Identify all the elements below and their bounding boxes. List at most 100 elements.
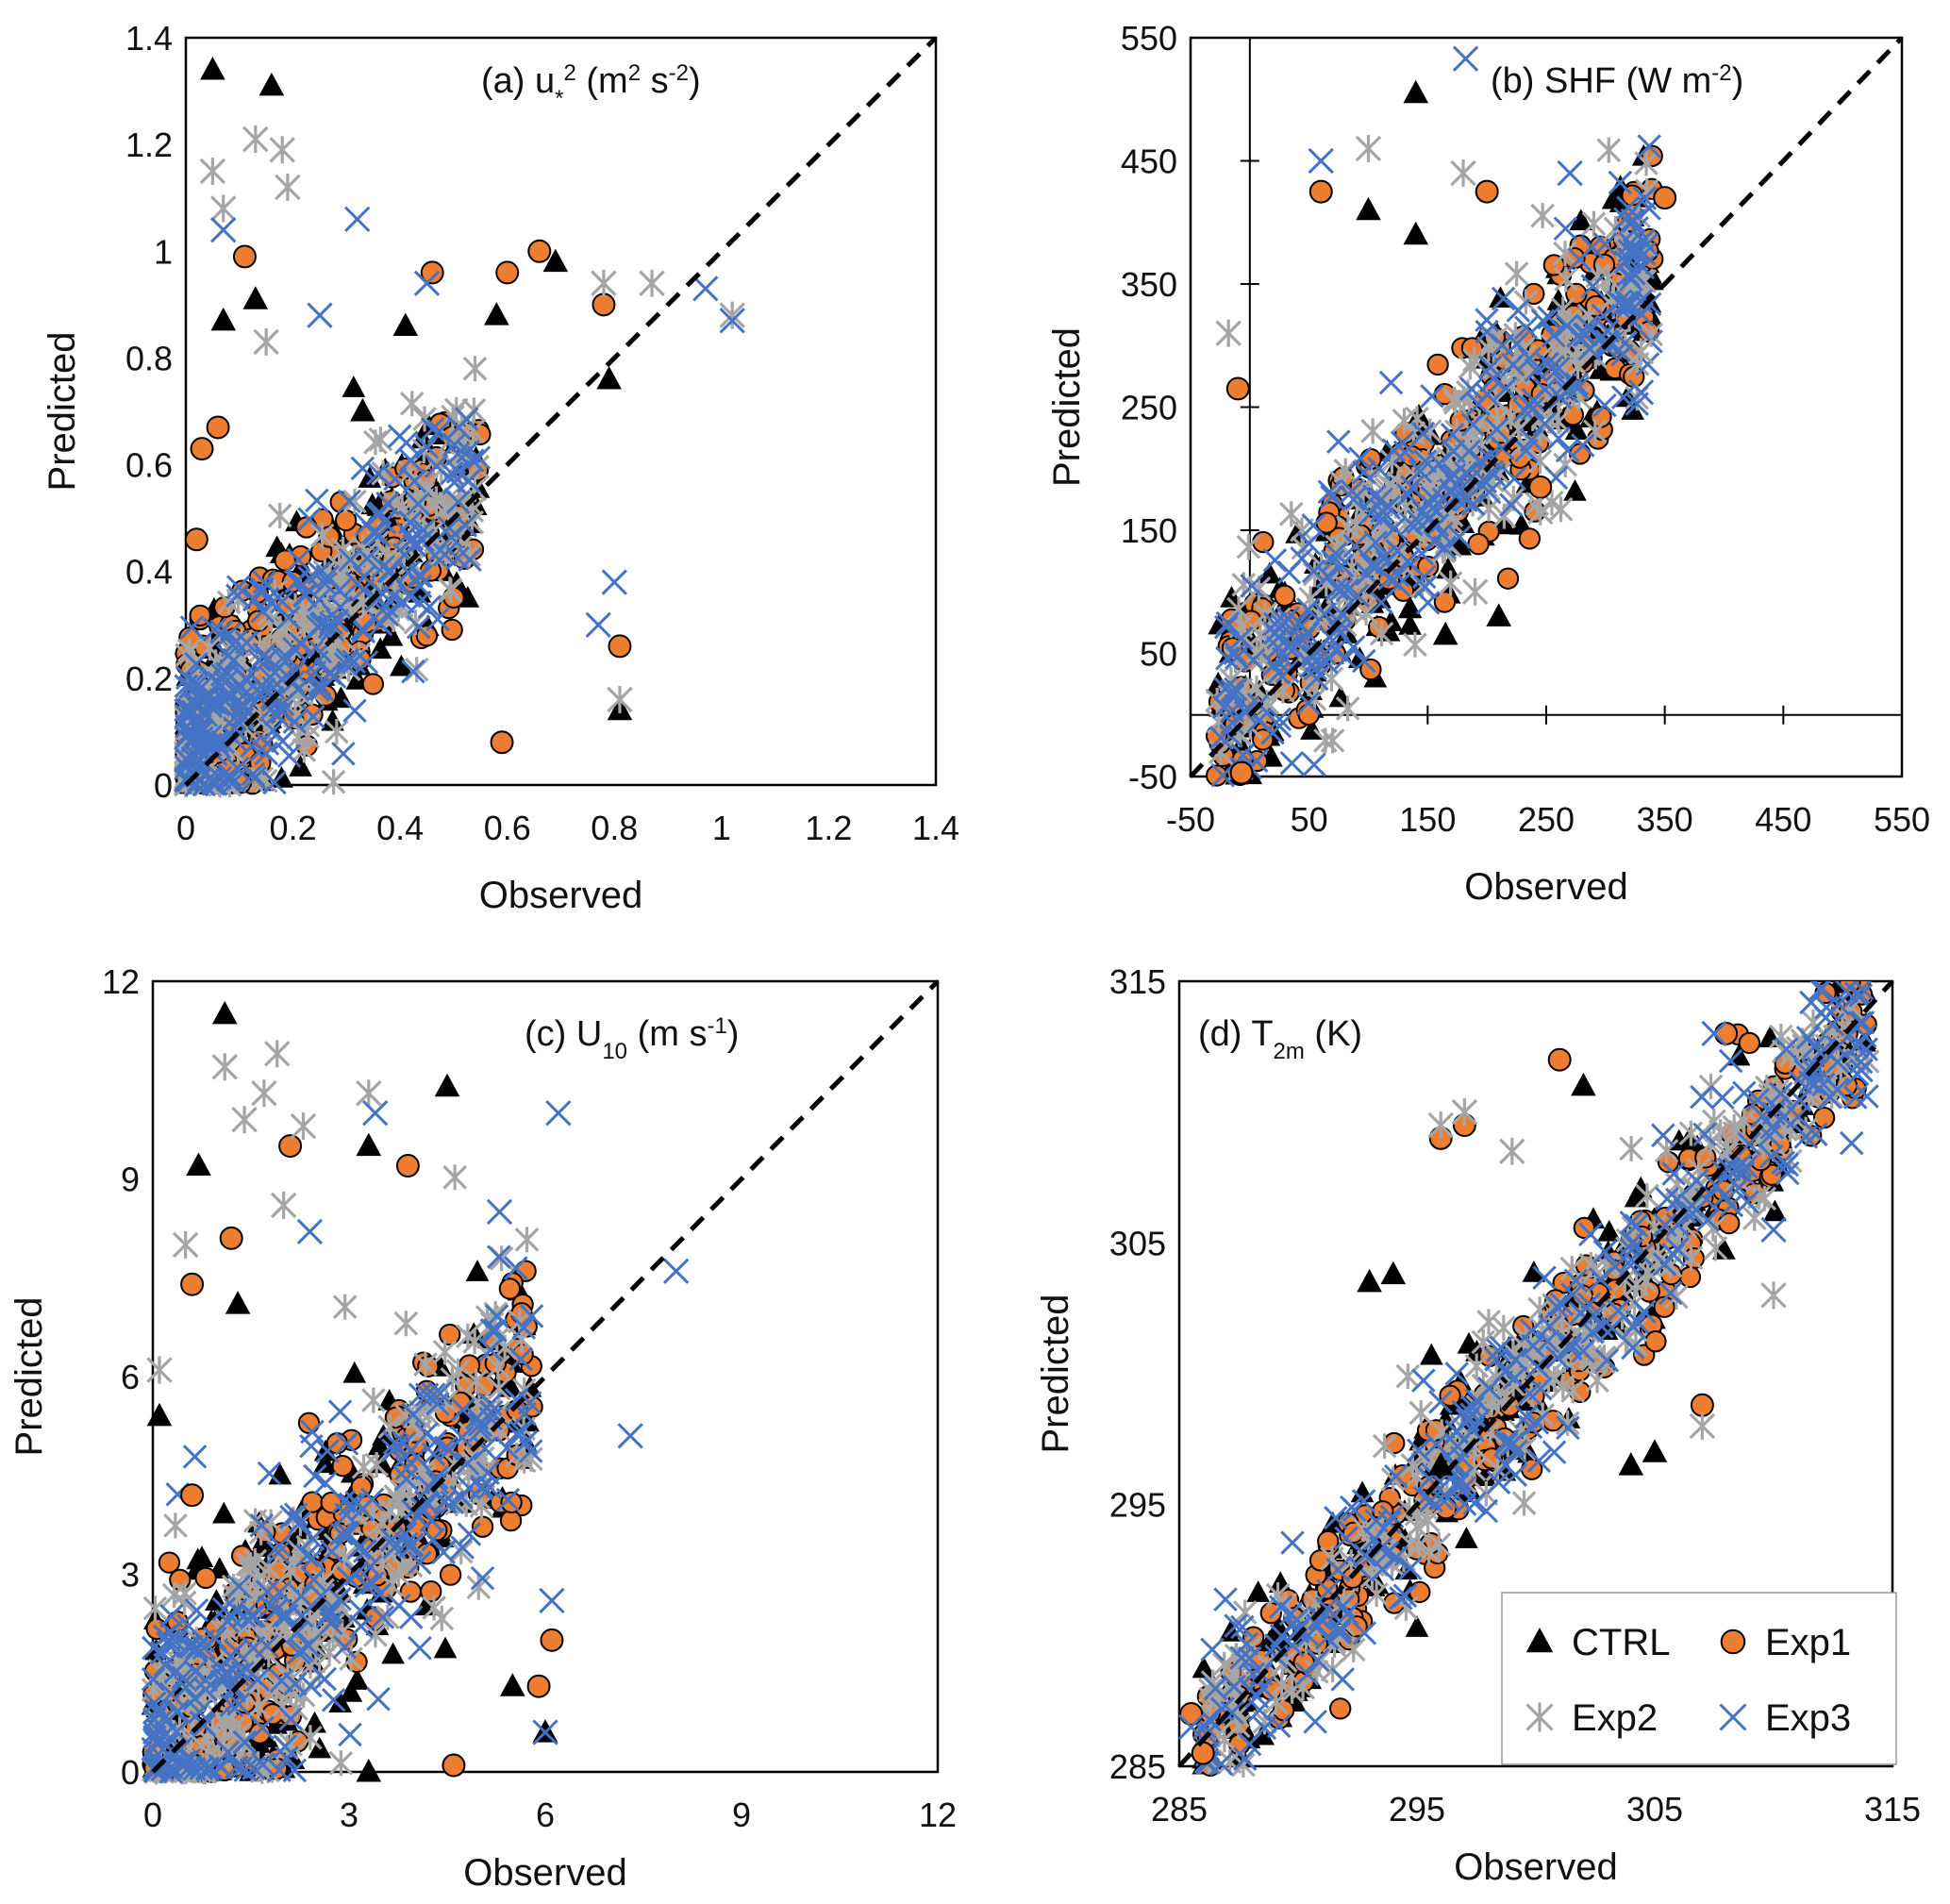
cloud-point-ctrl: [1763, 1199, 1787, 1222]
cloud-point-exp2: [377, 1497, 402, 1524]
cloud-point-exp2: [438, 576, 462, 603]
cloud-point-exp3: [219, 1693, 244, 1717]
cloud-point-exp3: [179, 615, 205, 640]
point-exp1: [278, 1134, 303, 1159]
cloud-point-exp3: [327, 1586, 352, 1612]
cloud-point-exp3: [297, 507, 322, 531]
point-exp1: [1308, 179, 1333, 204]
cloud-point-exp3: [1613, 330, 1638, 356]
cloud-point-exp3: [366, 461, 391, 486]
cloud-point-exp3: [378, 559, 403, 584]
cloud-point-exp3: [1237, 1731, 1262, 1757]
cloud-point-exp3: [184, 1597, 209, 1623]
legend-label-exp2: Exp2: [1572, 1697, 1658, 1739]
cloud-point-exp3: [290, 1638, 314, 1663]
cloud-point-exp3: [1503, 1462, 1528, 1487]
x-axis-label: Observed: [479, 875, 642, 916]
cloud-point-exp3: [1325, 576, 1349, 601]
cloud-point-exp1: [499, 1509, 523, 1532]
cloud-point-exp3: [1499, 493, 1524, 517]
cloud-point-exp3: [158, 1681, 184, 1707]
cloud-point-exp3: [1474, 1498, 1499, 1524]
x-tick-label: 295: [1389, 1790, 1445, 1829]
cloud-point-exp3: [1484, 417, 1509, 442]
point-exp1: [184, 527, 208, 552]
cloud-point-exp1: [1823, 941, 1842, 960]
x-tick-label: 150: [1399, 800, 1456, 839]
cloud-point-exp3: [1341, 635, 1366, 660]
cloud-point-exp3: [282, 710, 308, 734]
cloud-point-exp3: [351, 619, 376, 644]
cloud-point-ctrl: [313, 1451, 337, 1474]
cloud-point-exp3: [445, 490, 471, 514]
cloud-point-exp3: [1568, 1301, 1593, 1326]
point-exp2: [607, 685, 633, 713]
point-exp2: [211, 1053, 238, 1081]
cloud-point-exp3: [419, 1508, 444, 1532]
cloud-point-exp3: [1399, 511, 1424, 537]
cloud-point-exp3: [431, 1540, 456, 1564]
cloud-point-exp3: [1280, 1530, 1305, 1555]
cloud-point-exp3: [1578, 1222, 1603, 1246]
point-exp3: [585, 611, 611, 638]
cloud-point-exp3: [1825, 1035, 1850, 1060]
cloud-point-exp3: [1844, 1034, 1869, 1060]
cloud-point-ctrl: [1258, 561, 1282, 584]
cloud-point-exp3: [1775, 1152, 1799, 1177]
cloud-point-exp3: [230, 1661, 255, 1685]
cloud-point-exp3: [1494, 1428, 1520, 1453]
cloud-point-exp3: [289, 631, 314, 657]
cloud-point-exp3: [1514, 438, 1539, 463]
cloud-point-exp3: [181, 727, 206, 752]
y-tick-label: 0.4: [125, 553, 173, 592]
cloud-point-exp1: [1738, 1031, 1761, 1055]
cloud-point-exp3: [508, 1346, 533, 1372]
cloud-point-exp3: [375, 602, 400, 627]
cloud-point-ctrl: [1712, 1237, 1736, 1260]
cloud-point-exp3: [1295, 1662, 1320, 1687]
cloud-point-exp1: [425, 1519, 448, 1542]
cloud-point-ctrl: [1473, 1464, 1497, 1486]
cloud-point-exp1: [1408, 1580, 1431, 1604]
cloud-point-ctrl: [339, 1680, 363, 1702]
cloud-point-exp3: [1220, 1700, 1244, 1725]
point-exp3: [532, 1719, 558, 1745]
point-ctrl: [1571, 1072, 1596, 1096]
cloud-point-exp2: [1360, 418, 1385, 444]
cloud-point-exp1: [1426, 353, 1449, 376]
point-ctrl: [1618, 1452, 1644, 1476]
cloud-point-exp3: [1317, 479, 1342, 505]
cloud-point-exp3: [239, 1604, 264, 1628]
cloud-point-exp3: [402, 469, 427, 493]
cloud-point-exp3: [1230, 1614, 1255, 1640]
cloud-point-exp1: [1644, 1330, 1667, 1353]
cloud-point-exp3: [1490, 436, 1515, 460]
cloud-point-ctrl: [303, 1711, 326, 1733]
cloud-point-exp3: [282, 1758, 308, 1783]
cloud-point-exp3: [322, 664, 347, 690]
x-tick-label: 0: [143, 1795, 162, 1834]
cloud-point-exp2: [1343, 511, 1369, 538]
point-exp2: [1451, 1098, 1478, 1127]
cloud-point-exp3: [298, 1673, 323, 1698]
cloud-point-exp3: [1211, 694, 1237, 720]
cloud-point-exp3: [350, 456, 375, 481]
cloud-point-exp3: [312, 1666, 338, 1692]
cloud-point-exp3: [1537, 305, 1561, 330]
cloud-point-exp3: [1735, 1190, 1759, 1214]
cloud-point-exp3: [182, 1445, 208, 1469]
legend-marker-exp2: [1525, 1702, 1554, 1732]
cloud-point-exp3: [1234, 1631, 1259, 1657]
cloud-point-exp2: [1226, 596, 1251, 623]
cloud-point-exp3: [1730, 1161, 1756, 1186]
cloud-point-exp3: [1323, 541, 1348, 566]
cloud-point-exp3: [393, 1466, 419, 1492]
panel-c: 0 3 6 9 12 0 3 6 9 12 Observed Predicted (c) U10 (m …: [8, 962, 957, 1894]
cloud-point-exp3: [1240, 574, 1264, 598]
point-ctrl: [542, 248, 569, 273]
cloud-point-exp3: [1473, 469, 1498, 494]
x-tick-label: 1.4: [912, 809, 959, 847]
point-exp2: [210, 194, 237, 223]
y-tick-label: 315: [1109, 962, 1166, 1001]
